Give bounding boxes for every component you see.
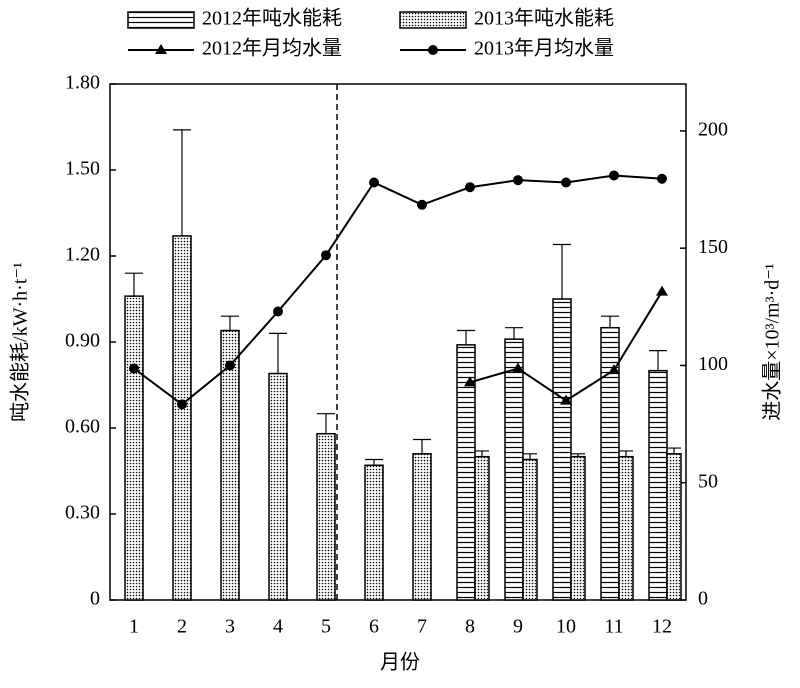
marker <box>657 173 667 184</box>
error-bar <box>365 458 383 466</box>
y2-tick-label: 50 <box>698 470 718 492</box>
error-bar <box>523 453 537 460</box>
y-tick-label: 0.30 <box>65 502 100 524</box>
error-bar <box>475 450 489 457</box>
x-tick-label: 6 <box>369 616 379 638</box>
error-bar <box>553 243 571 299</box>
y2-tick-label: 150 <box>698 236 728 258</box>
x-tick-label: 10 <box>556 616 576 638</box>
x-axis-title: 月份 <box>380 651 420 674</box>
bar <box>172 235 192 601</box>
x-tick-label: 1 <box>129 616 139 638</box>
y-tick-label: 1.80 <box>65 72 100 94</box>
marker <box>321 250 331 261</box>
marker <box>512 362 524 373</box>
y-tick-label: 0 <box>90 588 100 610</box>
error-bar <box>619 450 633 457</box>
error-bar <box>125 272 143 297</box>
legend-marker <box>155 44 167 54</box>
y2-tick-label: 0 <box>698 588 708 610</box>
y-tick-label: 0.90 <box>65 330 100 352</box>
y-tick-label: 1.20 <box>65 244 100 266</box>
marker <box>656 285 668 296</box>
x-tick-label: 3 <box>225 616 235 638</box>
legend-marker <box>428 45 438 55</box>
bar <box>316 432 336 601</box>
x-tick-label: 4 <box>273 616 283 638</box>
bar <box>124 295 144 601</box>
marker <box>464 376 476 387</box>
y-tick-label: 1.50 <box>65 158 100 180</box>
error-bar <box>601 315 619 328</box>
y2-tick-label: 200 <box>698 119 728 141</box>
y-tick-label: 0.60 <box>65 416 100 438</box>
marker <box>177 399 187 410</box>
bar <box>618 455 634 601</box>
line <box>133 174 663 406</box>
error-bar <box>571 453 585 457</box>
bar <box>648 369 668 601</box>
error-bar <box>667 447 681 454</box>
error-bar <box>505 327 523 340</box>
bar <box>552 298 572 601</box>
legend-label: 2012年月均水量 <box>202 37 342 60</box>
error-bar <box>173 129 191 236</box>
x-tick-label: 8 <box>465 616 475 638</box>
marker <box>465 182 475 193</box>
bar <box>474 455 490 601</box>
marker <box>513 175 523 186</box>
error-bar <box>317 413 335 434</box>
legend-label: 2013年吨水能耗 <box>474 7 614 30</box>
legend-label: 2012年吨水能耗 <box>202 7 342 30</box>
bar <box>268 372 288 601</box>
bar <box>522 458 538 601</box>
marker <box>225 360 235 371</box>
error-bar <box>457 329 475 345</box>
x-tick-label: 7 <box>417 616 427 638</box>
marker <box>369 177 379 188</box>
legend-label: 2013年月均水量 <box>474 37 614 60</box>
error-bar <box>649 350 667 371</box>
marker <box>609 170 619 181</box>
x-tick-label: 12 <box>652 616 672 638</box>
y2-axis-title: 进水量×10³/m³·d⁻¹ <box>761 263 784 421</box>
marker <box>273 306 283 317</box>
marker <box>560 394 572 405</box>
bar <box>570 455 586 601</box>
x-tick-label: 5 <box>321 616 331 638</box>
marker <box>129 363 139 374</box>
bar <box>364 464 384 601</box>
bar <box>504 338 524 601</box>
bar <box>412 453 432 601</box>
legend-swatch <box>127 11 195 29</box>
marker <box>561 177 571 188</box>
legend-swatch <box>399 11 467 29</box>
plot-frame <box>109 83 687 601</box>
marker <box>417 199 427 210</box>
error-bar <box>269 332 287 374</box>
x-tick-label: 2 <box>177 616 187 638</box>
error-bar <box>413 438 431 454</box>
error-bar <box>221 315 239 331</box>
x-tick-label: 11 <box>604 616 623 638</box>
marker <box>608 364 620 375</box>
x-tick-label: 9 <box>513 616 523 638</box>
y2-tick-label: 100 <box>698 353 728 375</box>
bar <box>666 453 682 601</box>
y-axis-title: 吨水能耗/kW·h·t⁻¹ <box>9 262 32 422</box>
